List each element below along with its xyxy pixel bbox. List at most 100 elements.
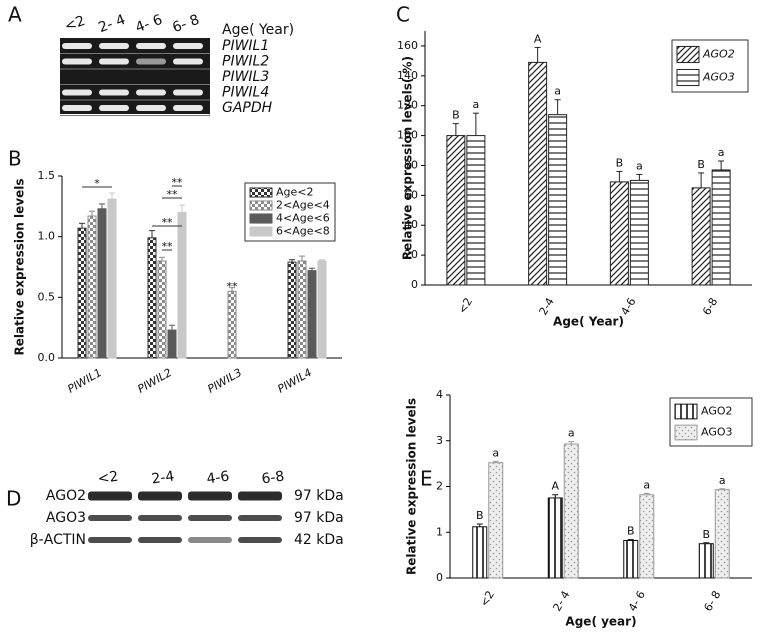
bar (77, 227, 87, 359)
lane-label: 6-8 (261, 468, 286, 487)
gene-label: GAPDH (222, 100, 273, 116)
gel-band (136, 89, 166, 96)
blot-band (88, 491, 132, 501)
legend-swatch (674, 403, 698, 420)
significance-letter: a (568, 427, 575, 440)
y-tick-label: 160 (397, 39, 418, 52)
lane-label: <2 (63, 13, 88, 35)
gel-background (60, 38, 210, 114)
annotation: ** (162, 216, 174, 229)
gel-band (99, 105, 129, 111)
legend-swatch (249, 213, 273, 224)
protein-label: AGO3 (46, 510, 86, 526)
x-axis-label: Age( year) (565, 615, 636, 629)
bar (87, 215, 97, 359)
x-tick-label: PIWIL3 (205, 366, 244, 396)
legend-swatch (674, 424, 698, 441)
gene-label: PIWIL3 (222, 69, 269, 85)
gel-band (173, 105, 203, 111)
gene-label: PIWIL2 (222, 54, 269, 70)
blot-band (88, 537, 132, 543)
error-bar (719, 488, 726, 490)
gel-band (99, 89, 129, 96)
significance-letter: B (702, 528, 710, 541)
y-tick-label: 40 (404, 218, 418, 231)
gel-band (136, 58, 166, 65)
significance-letter: a (473, 98, 480, 111)
gel-band (62, 58, 92, 65)
error-bar (169, 324, 175, 331)
error-bar (319, 259, 325, 261)
error-bar (476, 523, 483, 527)
error-bar (492, 460, 499, 463)
y-tick-label: 0 (411, 278, 418, 291)
error-bar (718, 160, 725, 170)
bar (107, 198, 117, 359)
panel-label: B (8, 147, 22, 171)
bar (466, 135, 486, 286)
gel-band (136, 105, 166, 111)
x-tick-label: <2 (456, 296, 475, 317)
legend-label: 6<Age<8 (276, 225, 330, 238)
error-bar (179, 204, 185, 213)
x-tick-label: 2- 4 (550, 589, 572, 614)
x-tick-label: <2 (478, 589, 497, 610)
legend-swatch (676, 68, 700, 87)
error-bar (534, 46, 541, 63)
y-tick-label: 140 (397, 69, 418, 82)
panel-label: C (396, 3, 410, 27)
error-bar (159, 256, 165, 261)
error-bar (109, 192, 115, 200)
legend-label: AGO2 (701, 405, 733, 418)
gel-band (62, 89, 92, 96)
significance-letter: a (718, 146, 725, 159)
significance-letter: a (643, 478, 650, 491)
lane-label: 4-6 (206, 468, 231, 487)
y-tick-label: 60 (404, 188, 418, 201)
legend-label: Age<2 (276, 186, 314, 199)
annotation: ** (167, 188, 179, 201)
significance-letter: B (452, 109, 460, 122)
legend-swatch (249, 200, 273, 211)
blot-band (188, 537, 232, 543)
legend-label: 2<Age<4 (276, 199, 330, 212)
y-tick-label: 2 (436, 480, 443, 493)
bar (547, 497, 563, 579)
significance-letter: B (616, 156, 624, 169)
bar (472, 526, 488, 579)
bar (609, 181, 629, 286)
bar (528, 61, 548, 286)
legend-label: AGO2 (702, 48, 735, 61)
y-axis-label: Relative expression levels (405, 398, 419, 575)
annotation: ** (162, 240, 174, 253)
significance-letter: a (554, 85, 561, 98)
legend-label: AGO3 (702, 71, 735, 84)
error-bar (289, 259, 295, 263)
bar (711, 169, 731, 286)
panel-label: E (420, 467, 433, 491)
y-tick-label: 100 (397, 129, 418, 142)
lane-label: 6- 8 (170, 12, 201, 36)
error-bar (627, 539, 634, 541)
bar (548, 114, 568, 286)
significance-letter: B (627, 525, 635, 538)
bar (446, 135, 466, 286)
significance-letter: B (476, 509, 484, 522)
y-tick-label: 0.0 (38, 351, 56, 364)
bar (227, 290, 237, 359)
gel-band (173, 43, 203, 49)
y-tick-label: 0 (436, 571, 443, 584)
annotation: * (94, 177, 100, 190)
x-tick-label: PIWIL2 (135, 366, 174, 396)
error-bar (452, 123, 459, 136)
x-axis-label: Age( Year) (553, 315, 624, 329)
legend-label: AGO3 (701, 426, 733, 439)
gel-band (99, 58, 129, 65)
legend-swatch (249, 187, 273, 198)
gel-band (99, 43, 129, 49)
error-bar (229, 287, 235, 292)
bar (563, 443, 579, 579)
x-tick-label: 6-8 (700, 296, 720, 318)
x-tick-label: PIWIL4 (275, 366, 314, 396)
